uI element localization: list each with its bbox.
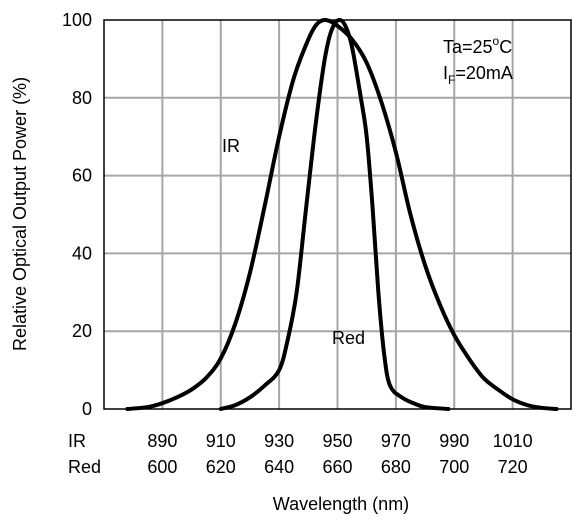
x-tick-label-red-700: 700 <box>439 457 469 477</box>
ir-curve-label: IR <box>222 136 240 156</box>
y-tick-label-40: 40 <box>72 243 92 263</box>
y-tick-labels: 0 20 40 60 80 100 <box>62 10 92 419</box>
x-tick-label-red-680: 680 <box>381 457 411 477</box>
y-axis-title: Relative Optical Output Power (%) <box>10 77 30 351</box>
x-tick-label-red-620: 620 <box>206 457 236 477</box>
red-series-line <box>218 17 451 411</box>
current-annotation: IF=20mA <box>443 63 513 87</box>
y-tick-label-0: 0 <box>82 399 92 419</box>
x-tick-label-ir-910: 910 <box>206 431 236 451</box>
red-row-label: Red <box>68 457 101 477</box>
curves <box>125 17 559 411</box>
x-tick-label-ir-1010: 1010 <box>493 431 533 451</box>
x-tick-label-red-720: 720 <box>498 457 528 477</box>
grid-lines <box>104 20 571 409</box>
x-tick-label-red-660: 660 <box>322 457 352 477</box>
ir-series-line <box>125 17 559 411</box>
x-tick-label-ir-950: 950 <box>322 431 352 451</box>
x-tick-label-ir-890: 890 <box>147 431 177 451</box>
x-tick-label-ir-930: 930 <box>264 431 294 451</box>
y-tick-label-60: 60 <box>72 166 92 186</box>
temperature-annotation: Ta=25oC <box>443 34 512 57</box>
red-curve-label: Red <box>332 328 365 348</box>
y-tick-label-80: 80 <box>72 88 92 108</box>
x-tick-labels: 890 910 930 950 970 990 1010 600 620 640 660 680 700… <box>147 431 532 477</box>
y-tick-label-100: 100 <box>62 10 92 30</box>
x-tick-label-ir-990: 990 <box>439 431 469 451</box>
x-tick-label-red-600: 600 <box>147 457 177 477</box>
x-tick-label-red-640: 640 <box>264 457 294 477</box>
x-axis-title: Wavelength (nm) <box>273 494 409 514</box>
ir-row-label: IR <box>68 431 86 451</box>
y-tick-label-20: 20 <box>72 321 92 341</box>
x-tick-label-ir-970: 970 <box>381 431 411 451</box>
